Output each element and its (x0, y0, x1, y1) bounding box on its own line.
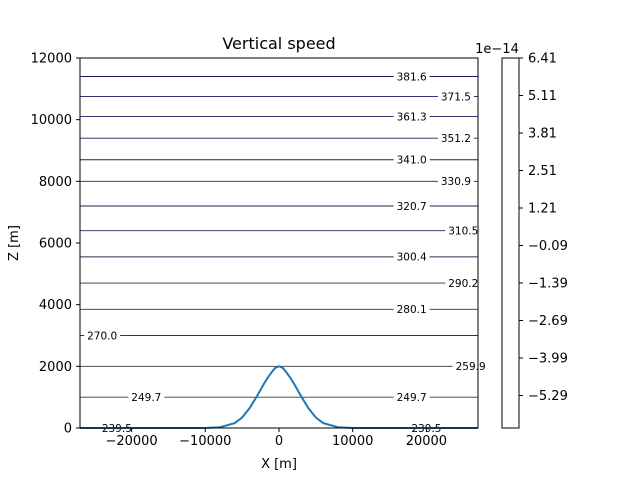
colorbar-tick-label: −1.39 (528, 277, 568, 292)
contour-label-gap (393, 110, 430, 123)
colorbar-body (501, 57, 520, 429)
contour-label: 249.7 (131, 392, 161, 404)
colorbar-ticks: 6.41 5.11 3.81 2.51 1.21 −0.09 −1.39 −2.69 −3.99… (519, 52, 568, 404)
contour-label-gap (437, 90, 474, 103)
colorbar-tick-label: −0.09 (528, 239, 568, 254)
colorbar-tick-label: 5.11 (528, 89, 557, 104)
y-tick-label: 10000 (31, 113, 72, 128)
contour-label-gap (393, 303, 430, 316)
colorbar-tick-label: 1.21 (528, 202, 557, 217)
contour-label-gap (393, 250, 430, 263)
contour-label: 381.6 (397, 71, 427, 83)
colorbar: 1e−14 6.41 5.11 3.81 2.51 1.21 −0.09 −1.39 −2.6… (475, 42, 568, 429)
x-axis: −20000 −10000 0 10000 20000 (105, 428, 447, 449)
contour-label: 280.1 (397, 304, 427, 316)
contour-label: 290.2 (448, 278, 478, 290)
contour-label-gap (128, 391, 165, 404)
contour-label: 371.5 (441, 91, 471, 103)
x-tick-label: 10000 (332, 434, 373, 449)
contour-label: 249.7 (397, 392, 427, 404)
y-tick-label: 2000 (39, 360, 72, 375)
x-tick-label: −20000 (105, 434, 157, 449)
y-axis: 0 2000 4000 6000 8000 10000 12000 (31, 52, 80, 437)
contour-label: 351.2 (441, 133, 471, 145)
colorbar-exponent-label: 1e−14 (475, 42, 519, 57)
colorbar-tick-label: −5.29 (528, 389, 568, 404)
contour-label: 310.5 (448, 225, 478, 237)
contour-label-gap (393, 70, 430, 83)
contour-label-gap (393, 200, 430, 212)
colorbar-tick-label: −2.69 (528, 314, 568, 329)
contour-label-gap (84, 329, 121, 342)
contour-label: 341.0 (397, 155, 427, 167)
contour-label-gap (393, 153, 430, 166)
x-tick-label: 0 (275, 434, 283, 449)
colorbar-tick-label: 6.41 (528, 52, 557, 67)
contour-label-gap (393, 391, 430, 404)
y-axis-label: Z [m] (7, 225, 22, 261)
contour-label-gap (437, 132, 474, 145)
y-tick-label: 0 (64, 422, 72, 437)
colorbar-tick-label: 2.51 (528, 164, 557, 179)
contour-label-gap (437, 175, 474, 188)
colorbar-tick-label: 3.81 (528, 127, 557, 142)
x-tick-label: −10000 (179, 434, 231, 449)
colorbar-tick-label: −3.99 (528, 352, 568, 367)
contour-label: 300.4 (397, 252, 427, 264)
y-tick-label: 8000 (39, 175, 72, 190)
contour-label-gap (445, 224, 482, 237)
x-axis-label: X [m] (261, 457, 297, 472)
contour-label: 330.9 (441, 176, 471, 188)
y-tick-label: 4000 (39, 298, 72, 313)
contour-label: 259.9 (456, 361, 486, 373)
contour-label: 320.7 (397, 201, 427, 213)
terrain-line (80, 365, 478, 429)
contour-label: 270.0 (87, 330, 117, 342)
contour-label: 361.3 (397, 111, 427, 123)
chart-title: Vertical speed (222, 34, 335, 53)
y-tick-label: 6000 (39, 237, 72, 252)
x-tick-label: 20000 (406, 434, 447, 449)
contour-label-gap (445, 277, 482, 290)
y-tick-label: 12000 (31, 52, 72, 67)
contour-label-gap (452, 360, 489, 373)
